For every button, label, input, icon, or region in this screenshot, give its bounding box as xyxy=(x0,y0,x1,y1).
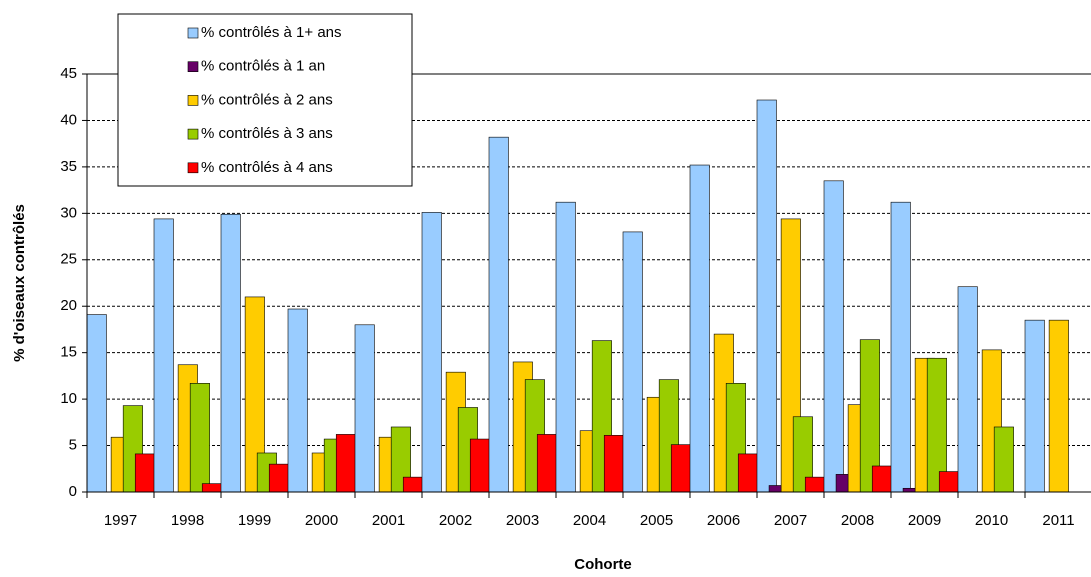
x-tick-label: 2006 xyxy=(707,512,740,529)
x-tick-label: 1999 xyxy=(238,512,271,529)
legend-label: % contrôlés à 2 ans xyxy=(201,91,333,108)
legend-swatch xyxy=(187,162,199,174)
bar xyxy=(689,164,710,493)
y-tick-label: 30 xyxy=(60,204,77,221)
bar xyxy=(469,438,490,493)
bar xyxy=(536,434,557,493)
y-tick-label: 0 xyxy=(69,483,77,500)
bar xyxy=(737,453,758,493)
x-tick-label: 2000 xyxy=(305,512,338,529)
bar xyxy=(268,463,289,493)
y-tick-label: 35 xyxy=(60,158,77,175)
legend-label: % contrôlés à 1 an xyxy=(201,58,325,75)
legend-swatch xyxy=(187,95,199,106)
bar xyxy=(938,471,959,493)
bar xyxy=(993,426,1014,493)
bar xyxy=(287,308,308,493)
y-tick-label: 5 xyxy=(69,437,77,454)
x-tick-label: 1998 xyxy=(171,512,204,529)
legend-box xyxy=(117,13,413,187)
bar xyxy=(134,453,155,493)
x-tick-label: 2002 xyxy=(439,512,472,529)
bar xyxy=(220,213,241,493)
y-tick-label: 45 xyxy=(60,65,77,82)
x-tick-label: 2004 xyxy=(573,512,606,529)
x-tick-label: 2005 xyxy=(640,512,673,529)
bar xyxy=(890,201,911,493)
bar xyxy=(957,286,978,493)
bar xyxy=(153,218,174,493)
bar xyxy=(871,465,892,493)
bar xyxy=(354,324,375,493)
bar xyxy=(1024,319,1045,493)
bar xyxy=(402,476,423,493)
bar xyxy=(421,212,442,493)
bar xyxy=(804,476,825,493)
legend-swatch xyxy=(187,27,199,39)
bar xyxy=(1048,319,1069,493)
bar xyxy=(86,314,107,493)
y-tick-label: 20 xyxy=(60,297,77,314)
legend-label: % contrôlés à 1+ ans xyxy=(201,24,342,41)
bar xyxy=(189,383,210,493)
bar xyxy=(603,435,624,493)
legend-label: % contrôlés à 3 ans xyxy=(201,125,333,142)
bar xyxy=(756,99,777,493)
y-tick-label: 25 xyxy=(60,251,77,268)
x-axis-label: Cohorte xyxy=(574,556,632,573)
x-tick-label: 2009 xyxy=(908,512,941,529)
bar xyxy=(622,231,643,493)
x-tick-label: 2003 xyxy=(506,512,539,529)
x-tick-label: 2011 xyxy=(1042,512,1074,529)
bar xyxy=(823,180,844,493)
bar xyxy=(335,434,356,493)
legend-swatch xyxy=(187,128,199,140)
y-tick-label: 15 xyxy=(60,344,77,361)
x-tick-label: 2007 xyxy=(774,512,807,529)
x-tick-label: 2001 xyxy=(372,512,405,529)
bar xyxy=(488,136,509,493)
bar xyxy=(670,444,691,493)
y-tick-label: 40 xyxy=(60,111,77,128)
y-tick-label: 10 xyxy=(60,390,77,407)
legend-swatch xyxy=(187,61,199,73)
y-axis-label: % d'oiseaux contrôlés xyxy=(11,204,28,362)
x-tick-label: 2010 xyxy=(975,512,1008,529)
x-tick-label: 2008 xyxy=(841,512,874,529)
x-tick-label: 1997 xyxy=(104,512,137,529)
bar xyxy=(201,483,222,493)
legend-label: % contrôlés à 4 ans xyxy=(201,159,333,176)
bar xyxy=(555,201,576,493)
